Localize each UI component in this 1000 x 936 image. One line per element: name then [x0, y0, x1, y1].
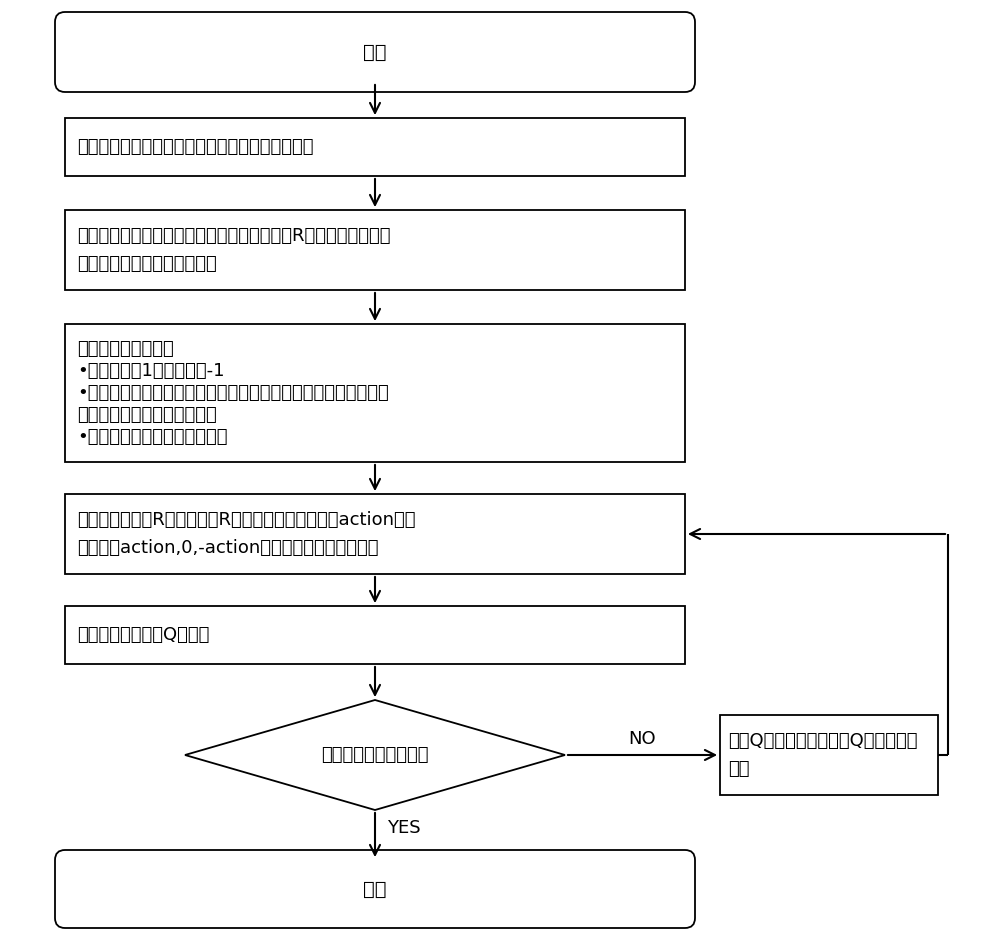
Bar: [65, 210, 685, 290]
Bar: [65, 494, 685, 574]
Text: •终点所处格子设为最大奖励值: •终点所处格子设为最大奖励值: [77, 428, 228, 446]
Bar: [720, 715, 938, 795]
Text: 训练: 训练: [728, 760, 750, 778]
Text: 按照Q学习更新策略更新Q矩阵，重新: 按照Q学习更新策略更新Q矩阵，重新: [728, 732, 918, 750]
Text: •当前状态偏离路径中心值设为标量负奖励，当前状态所处位置距: •当前状态偏离路径中心值设为标量负奖励，当前状态所处位置距: [77, 384, 389, 402]
Text: 第四步：设定与R关联的初始R矩阵，设定单位动作值action，建: 第四步：设定与R关联的初始R矩阵，设定单位动作值action，建: [77, 511, 416, 529]
Bar: [65, 118, 685, 176]
Bar: [65, 606, 685, 664]
Text: 结束: 结束: [363, 880, 387, 899]
Text: 立关于（action,0,-action）的动作矩阵，开始动作: 立关于（action,0,-action）的动作矩阵，开始动作: [77, 539, 378, 557]
Text: NO: NO: [629, 730, 656, 748]
FancyBboxPatch shape: [55, 850, 695, 928]
Text: •每向前动作1次，奖励值-1: •每向前动作1次，奖励值-1: [77, 362, 224, 380]
Text: 第一步：根据给定路径及精度要求建立规划误差带: 第一步：根据给定路径及精度要求建立规划误差带: [77, 138, 314, 156]
Bar: [65, 324, 685, 462]
Text: YES: YES: [387, 819, 421, 837]
Text: 第五步：建立动态Q值矩阵: 第五步：建立动态Q值矩阵: [77, 626, 209, 644]
Text: 第三步：量化奖励值: 第三步：量化奖励值: [77, 340, 174, 358]
FancyBboxPatch shape: [55, 12, 695, 92]
Text: 迭代次数到达设定上限: 迭代次数到达设定上限: [321, 746, 429, 764]
Text: 开始: 开始: [363, 42, 387, 62]
Text: 路径起点距离设为标量正奖励: 路径起点距离设为标量正奖励: [77, 406, 217, 424]
Polygon shape: [185, 700, 565, 810]
Text: 后为负，误差带之外为负无穷: 后为负，误差带之外为负无穷: [77, 255, 217, 273]
Text: 第二步：基于误差带网格建立动态奖励值模型R规定向前为正，向: 第二步：基于误差带网格建立动态奖励值模型R规定向前为正，向: [77, 227, 390, 245]
